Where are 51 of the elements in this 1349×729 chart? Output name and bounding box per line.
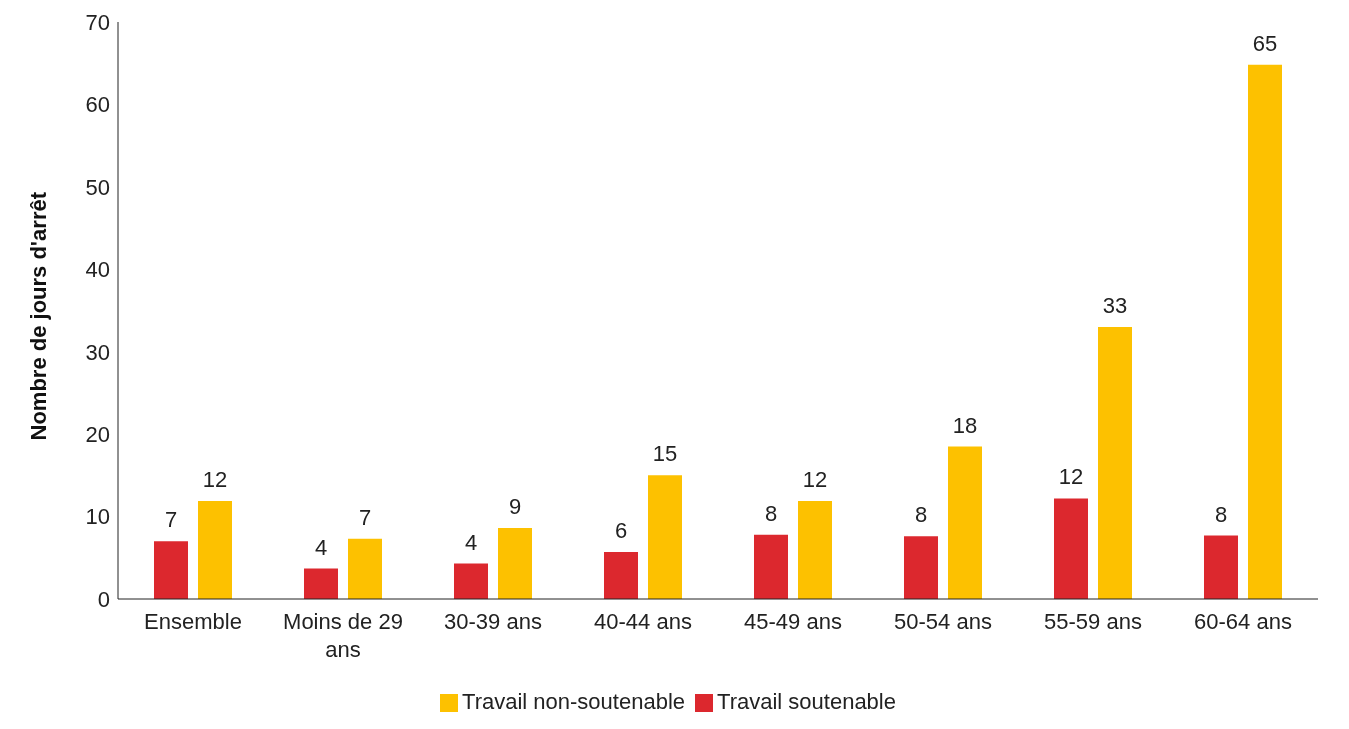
x-tick-label: Ensemble <box>144 609 242 634</box>
bar <box>754 534 788 599</box>
data-label: 8 <box>914 502 928 528</box>
legend-label: Travail soutenable <box>717 689 896 714</box>
bar <box>1204 535 1238 599</box>
bar <box>1098 326 1132 599</box>
data-label: 12 <box>202 466 228 492</box>
x-tick-label: 45-49 ans <box>744 609 842 634</box>
data-label: 65 <box>1252 30 1278 56</box>
bar <box>648 475 682 599</box>
data-label: 15 <box>652 441 678 467</box>
bar <box>198 500 232 599</box>
x-tick-label: 40-44 ans <box>594 609 692 634</box>
bar <box>454 563 488 599</box>
x-tick-label: Moins de 29 ans <box>283 609 403 662</box>
y-tick-label: 40 <box>85 257 110 283</box>
legend-label: Travail non-soutenable <box>462 689 686 714</box>
bar <box>348 538 382 599</box>
bar <box>154 541 188 599</box>
data-label: 12 <box>1058 464 1084 490</box>
bar <box>498 528 532 599</box>
bar <box>948 446 982 599</box>
data-label: 7 <box>164 507 178 533</box>
data-label: 18 <box>952 412 978 438</box>
y-tick-label: 70 <box>85 9 110 35</box>
bar <box>604 552 638 599</box>
data-label: 9 <box>508 494 522 520</box>
bar <box>304 568 338 599</box>
y-tick-label: 0 <box>97 586 110 612</box>
y-tick-label: 30 <box>85 339 110 365</box>
data-label: 6 <box>614 518 628 544</box>
bar <box>1054 498 1088 599</box>
bar <box>904 536 938 599</box>
y-tick-label: 50 <box>85 174 110 200</box>
x-tick-label: 30-39 ans <box>444 609 542 634</box>
bar <box>798 500 832 599</box>
x-tick-label: 50-54 ans <box>894 609 992 634</box>
bar <box>1248 64 1282 599</box>
x-tick-label: 55-59 ans <box>1044 609 1142 634</box>
data-label: 8 <box>764 500 778 526</box>
data-label: 4 <box>314 534 328 560</box>
data-label: 4 <box>464 529 478 555</box>
data-label: 33 <box>1102 292 1128 318</box>
y-tick-label: 10 <box>85 504 110 530</box>
y-tick-label: 20 <box>85 421 110 447</box>
x-tick-label: 60-64 ans <box>1194 609 1292 634</box>
data-label: 12 <box>802 466 828 492</box>
y-axis-title: Nombre de jours d'arrêt <box>25 191 51 441</box>
data-label: 8 <box>1214 501 1228 527</box>
data-label: 7 <box>358 504 372 530</box>
y-tick-label: 60 <box>85 92 110 118</box>
